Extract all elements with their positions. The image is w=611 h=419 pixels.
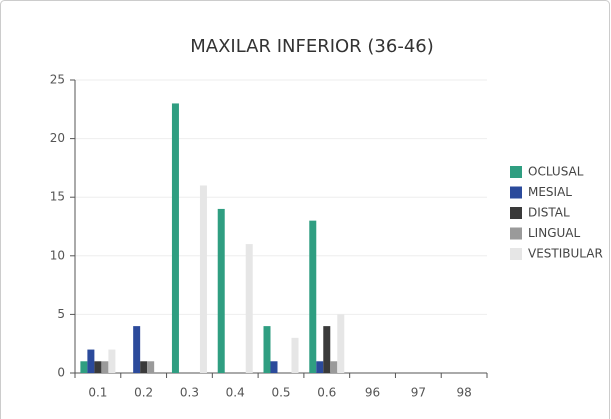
bar: [330, 361, 338, 373]
y-tick-label: 25: [50, 73, 65, 87]
legend-text: OCLUSAL: [528, 165, 584, 179]
bar: [101, 361, 109, 373]
bar: [171, 103, 179, 373]
x-tick-label: 96: [365, 386, 380, 400]
bar: [108, 349, 116, 373]
bar: [87, 349, 95, 373]
x-tick-label: 97: [411, 386, 426, 400]
bar: [245, 244, 253, 373]
legend-text: DISTAL: [528, 206, 570, 220]
y-tick-label: 5: [57, 307, 65, 321]
legend-swatch: [510, 186, 522, 199]
bar: [140, 361, 148, 373]
bar: [291, 337, 299, 373]
bar: [147, 361, 155, 373]
x-tick-label: 98: [456, 386, 471, 400]
legend-text: VESTIBULAR: [528, 247, 603, 261]
bar: [217, 208, 225, 373]
legend-swatch: [510, 227, 522, 240]
x-tick-label: 0.5: [271, 386, 290, 400]
bar: [316, 361, 324, 373]
x-tick-label: 0.1: [88, 386, 107, 400]
bar: [309, 220, 317, 373]
y-tick-label: 10: [50, 248, 65, 262]
legend-swatch: [510, 248, 522, 260]
bar: [133, 326, 141, 373]
y-tick-label: 15: [50, 190, 65, 204]
bar: [337, 314, 345, 373]
x-tick-label: 0.3: [180, 386, 199, 400]
legend-swatch: [510, 166, 522, 178]
legend-text: MESIAL: [528, 185, 572, 199]
x-tick-label: 0.4: [226, 386, 245, 400]
y-tick-label: 0: [57, 366, 65, 380]
x-tick-label: 0.6: [317, 386, 336, 400]
legend-swatch: [510, 207, 522, 219]
bar: [80, 361, 88, 373]
bar: [199, 185, 207, 373]
y-tick-label: 20: [50, 131, 65, 145]
legend-text: LINGUAL: [528, 226, 580, 240]
chart-title: MAXILAR INFERIOR (36-46): [190, 36, 434, 57]
bar: [270, 361, 278, 373]
bar: [94, 361, 102, 373]
bar: [263, 326, 271, 373]
bar: [323, 326, 331, 373]
x-tick-label: 0.2: [134, 386, 153, 400]
